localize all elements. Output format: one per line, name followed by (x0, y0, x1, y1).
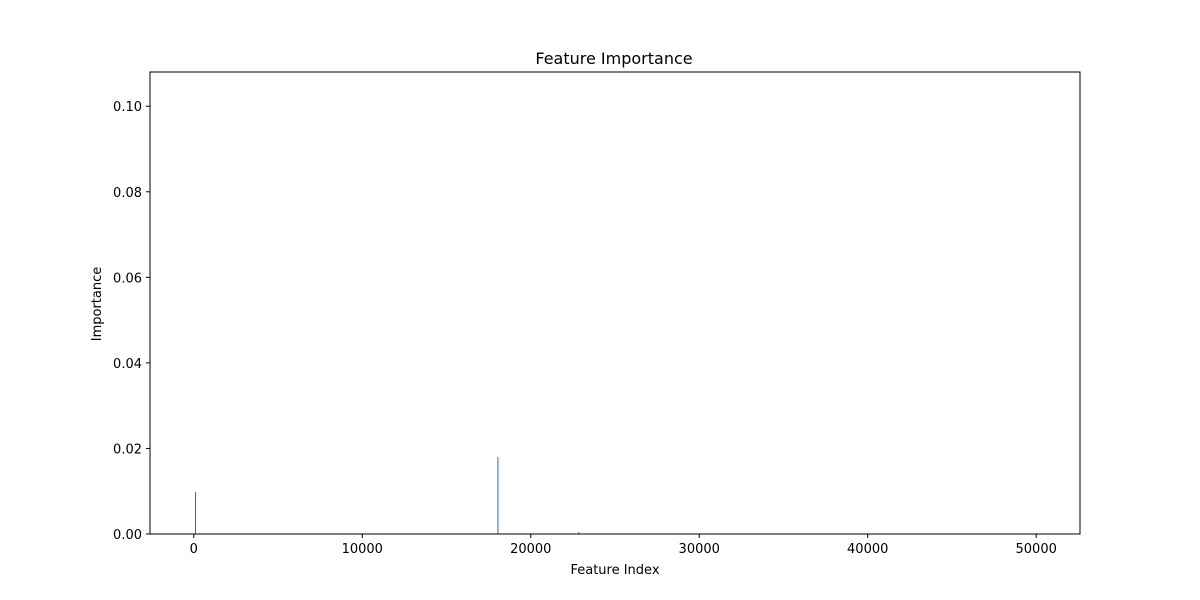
y-tick-label: 0.10 (113, 100, 142, 115)
bar-1 (497, 457, 499, 534)
x-tick-label: 40000 (847, 542, 888, 557)
x-tick-label: 50000 (1016, 542, 1057, 557)
bars-group (194, 457, 580, 534)
y-tick-label: 0.08 (113, 186, 142, 201)
y-tick-label: 0.06 (113, 271, 142, 286)
x-axis-label: Feature Index (570, 563, 659, 578)
y-axis-ticks: 0.00 0.02 0.04 0.06 0.08 0.10 (113, 100, 150, 543)
y-axis-label: Importance (90, 267, 105, 342)
x-tick-label: 0 (190, 542, 198, 557)
x-axis-ticks: 0 10000 20000 30000 40000 50000 (190, 534, 1057, 557)
plot-area-frame (149, 71, 1081, 535)
x-tick-label: 10000 (342, 542, 383, 557)
y-tick-label: 0.04 (113, 357, 142, 372)
x-tick-label: 30000 (679, 542, 720, 557)
bar-0 (194, 492, 196, 534)
bar-2 (578, 531, 580, 534)
y-tick-label: 0.00 (113, 528, 142, 543)
y-tick-label: 0.02 (113, 442, 142, 457)
chart-title: Feature Importance (535, 49, 692, 68)
x-tick-label: 20000 (510, 542, 551, 557)
